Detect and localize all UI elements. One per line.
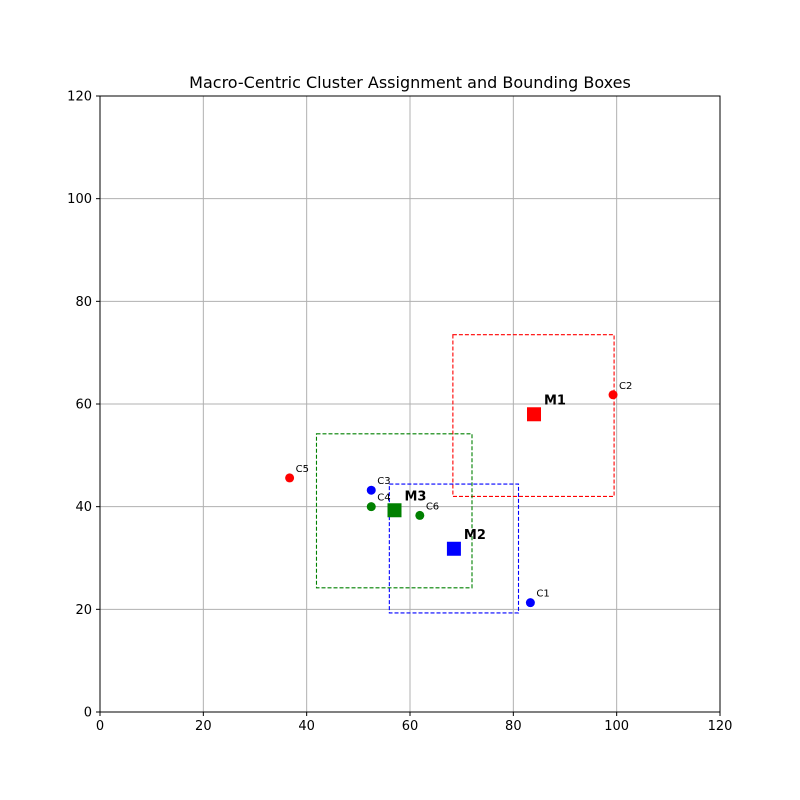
- client-point-c1: [525, 598, 535, 608]
- client-point-c4: [366, 502, 376, 512]
- client-point-c5: [285, 473, 295, 483]
- client-label-c6: C6: [426, 501, 439, 512]
- macro-marker-m3: [387, 503, 402, 518]
- client-label-c5: C5: [296, 464, 309, 475]
- chart-title: Macro-Centric Cluster Assignment and Bou…: [189, 73, 631, 92]
- y-tick-label: 60: [75, 398, 92, 413]
- bounding-box-m1: [452, 334, 615, 497]
- bounding-box-m3: [315, 433, 473, 589]
- client-label-c1: C1: [536, 589, 549, 600]
- client-point-c3: [366, 485, 376, 495]
- client-label-c2: C2: [619, 381, 632, 392]
- macro-marker-m2: [446, 541, 461, 556]
- y-tick-label: 40: [75, 500, 92, 515]
- macro-marker-m1: [527, 407, 541, 422]
- y-tick-label: 120: [67, 90, 92, 105]
- y-tick-label: 100: [67, 192, 92, 207]
- x-tick-label: 20: [195, 719, 212, 734]
- client-point-c6: [415, 510, 425, 520]
- axis-ticks: 0 20 40 60 80 100 120 0 20 40 60 80 100 120: [67, 90, 732, 735]
- client-point-c2: [608, 390, 618, 400]
- macro-label-m2: M2: [464, 528, 486, 543]
- grid-lines: [99, 95, 721, 713]
- client-label-c3: C3: [377, 476, 390, 487]
- bounding-boxes: [315, 334, 615, 614]
- x-tick-label: 100: [604, 719, 629, 734]
- y-tick-label: 80: [75, 295, 92, 310]
- x-tick-label: 40: [298, 719, 315, 734]
- macro-label-m1: M1: [544, 393, 566, 408]
- y-tick-label: 20: [75, 603, 92, 618]
- x-tick-label: 80: [505, 719, 522, 734]
- x-tick-label: 120: [708, 719, 733, 734]
- data-points: C1 C2 C3 C4 C5 C6 M1 M2 M3: [285, 381, 632, 608]
- client-label-c4: C4: [377, 493, 390, 504]
- y-tick-label: 0: [84, 706, 92, 721]
- macro-label-m3: M3: [405, 489, 427, 504]
- x-tick-label: 0: [96, 719, 104, 734]
- bounding-box-m2: [388, 483, 520, 614]
- x-tick-label: 60: [402, 719, 419, 734]
